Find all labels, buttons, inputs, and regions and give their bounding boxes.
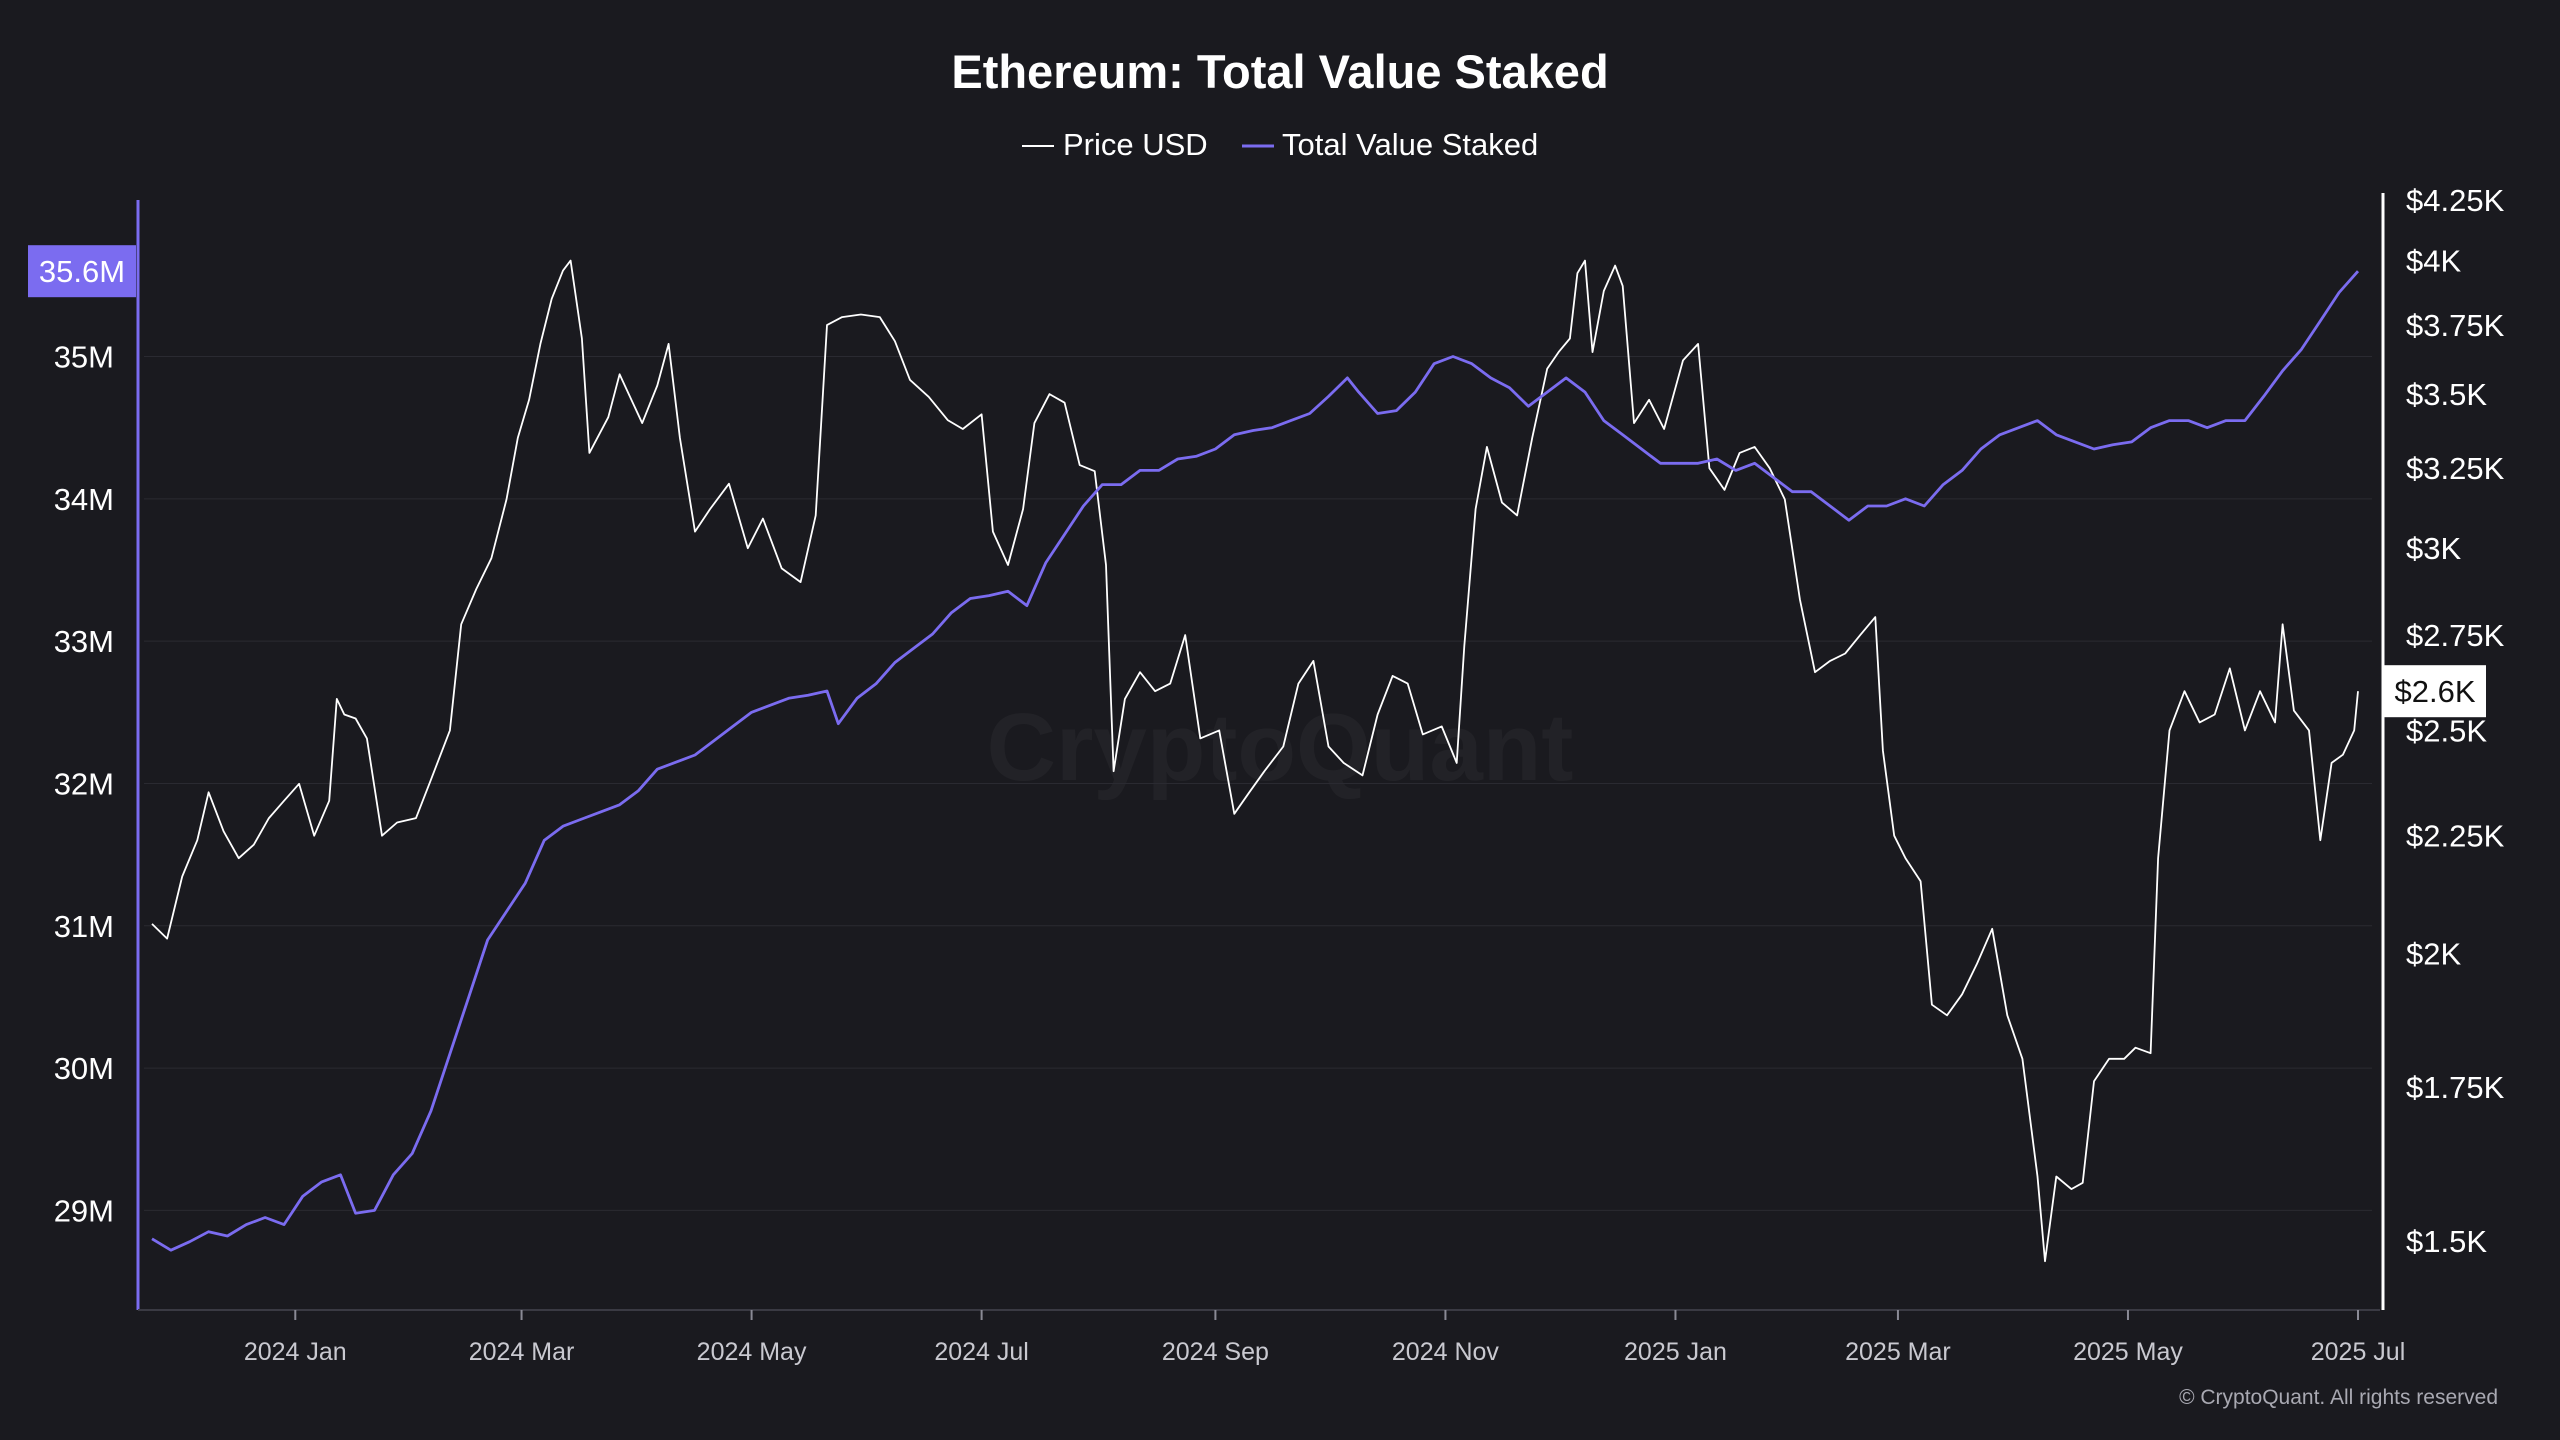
x-axis: 2024 Jan 2024 Mar 2024 May 2024 Jul 2024 Sep… [138, 1309, 2406, 1366]
total-value-staked-line [151, 270, 2360, 1252]
right-tick-label: $3.25K [2406, 451, 2505, 486]
right-tick-label: $2.25K [2406, 819, 2505, 854]
x-tick-label: 2025 Jul [2311, 1338, 2406, 1366]
plot-area[interactable] [151, 259, 2360, 1263]
x-tick-label: 2024 May [697, 1338, 807, 1366]
x-tick-label: 2024 Nov [1392, 1338, 1500, 1366]
right-tick-label: $1.5K [2406, 1224, 2487, 1259]
right-tick-label: $3.5K [2406, 377, 2487, 412]
left-badge-background [28, 245, 136, 298]
left-axis: 29M 30M 31M 32M 33M 34M 35M [54, 200, 140, 1310]
gridlines [144, 356, 2372, 1211]
right-tick-label: $2K [2406, 936, 2461, 971]
x-tick-label: 2025 Jan [1624, 1338, 1727, 1366]
left-tick-label: 34M [54, 482, 114, 517]
x-tick-label: 2025 May [2073, 1338, 2183, 1366]
right-current-value-label: $2.6K [2394, 674, 2475, 709]
x-tick-label: 2024 Mar [469, 1338, 575, 1366]
right-current-value-badge: $2.6K [2384, 665, 2486, 718]
left-tick-label: 29M [54, 1193, 114, 1228]
left-tick-label: 30M [54, 1051, 114, 1086]
left-tick-label: 33M [54, 624, 114, 659]
right-tick-label: $4K [2406, 244, 2461, 279]
left-tick-label: 35M [54, 340, 114, 375]
chart-title: Ethereum: Total Value Staked [951, 45, 1608, 98]
x-tick-label: 2024 Jan [244, 1338, 347, 1366]
left-current-value-label: 35.6M [39, 254, 125, 289]
left-tick-label: 31M [54, 909, 114, 944]
legend-price-label[interactable]: Price USD [1063, 127, 1208, 162]
copyright-notice: © CryptoQuant. All rights reserved [2179, 1386, 2498, 1409]
right-tick-label: $3K [2406, 531, 2461, 566]
right-tick-label: $4.25K [2406, 183, 2505, 218]
legend-staked-label[interactable]: Total Value Staked [1282, 127, 1538, 162]
right-tick-label: $3.75K [2406, 308, 2505, 343]
price-usd-line [151, 259, 2359, 1263]
watermark: CryptoQuant [987, 694, 1574, 801]
right-tick-label: $2.75K [2406, 618, 2505, 653]
x-tick-label: 2025 Mar [1845, 1338, 1951, 1366]
right-tick-label: $2.5K [2406, 713, 2487, 748]
x-tick-label: 2024 Sep [1162, 1338, 1269, 1366]
right-axis: $1.5K $1.75K $2K $2.25K $2.5K $2.75K $3K $3.25K… [2381, 183, 2505, 1310]
x-tick-label: 2024 Jul [934, 1338, 1029, 1366]
left-current-value-badge: 35.6M [28, 245, 136, 298]
right-badge-background [2384, 665, 2486, 718]
left-tick-label: 32M [54, 766, 114, 801]
right-tick-label: $1.75K [2406, 1070, 2505, 1105]
legend: Price USD Total Value Staked [1022, 127, 1538, 162]
